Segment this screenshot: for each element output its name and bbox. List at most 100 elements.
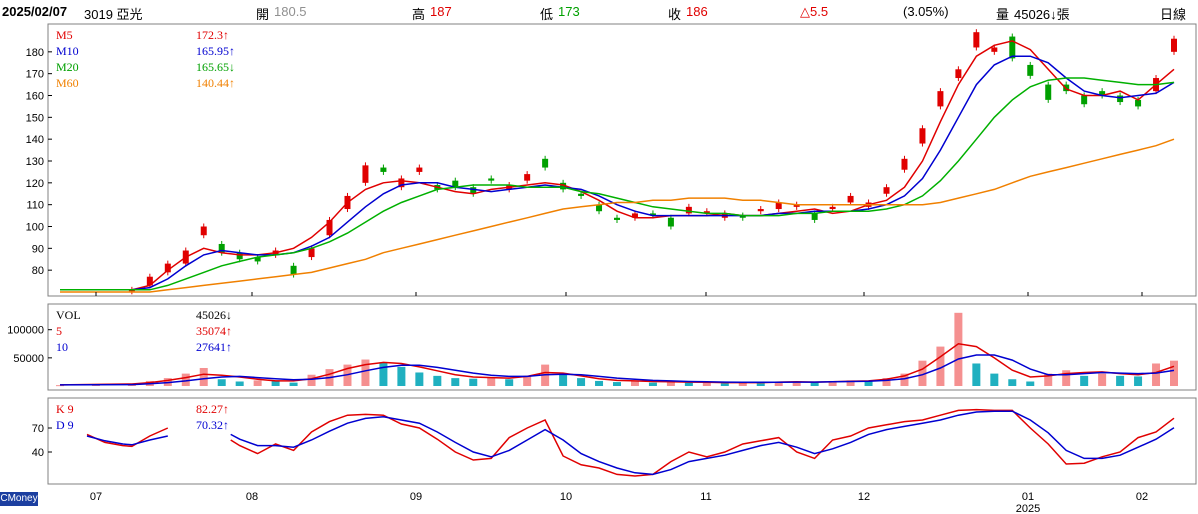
volume-legend-name: VOL xyxy=(56,308,81,322)
candle-body xyxy=(1117,95,1124,103)
volume-axis-tick-label: 50000 xyxy=(13,353,44,365)
candle-body xyxy=(955,69,962,79)
volume-bar xyxy=(972,363,981,386)
candle-body xyxy=(1171,38,1177,52)
stock-symbol: 3019 亞光 xyxy=(84,7,143,22)
volume-bar xyxy=(1152,363,1161,386)
open-label: 開 xyxy=(256,7,270,22)
volume-ma-line-10 xyxy=(59,354,1175,386)
volume-bar xyxy=(684,382,693,386)
price-legend-value: 172.3↑ xyxy=(196,28,229,42)
volume-bar xyxy=(523,375,532,386)
volume-bar xyxy=(756,383,765,386)
quote-date: 2025/02/07 xyxy=(2,4,68,19)
volume-bar xyxy=(936,346,945,386)
volume-bar xyxy=(810,382,819,386)
candle-body xyxy=(685,206,692,214)
candle-body xyxy=(596,204,603,212)
volume-bar xyxy=(289,382,298,386)
x-tick-label: 02 xyxy=(1136,491,1148,503)
candle-body xyxy=(793,204,800,207)
candle-body xyxy=(236,252,243,260)
volume-bar xyxy=(792,381,801,386)
price-panel: 80 90 100 110 120 130 140 150 160 170 180 M5 172.3↑ M… xyxy=(26,23,1197,297)
quote-header: 2025/02/07 3019 亞光 開 180.5 高 187 低 173 收… xyxy=(0,0,1198,22)
volume-bar xyxy=(720,383,729,386)
candle-body xyxy=(1099,91,1106,96)
candle-body xyxy=(1081,95,1088,105)
volume-legend-name: 5 xyxy=(56,324,62,338)
candle-body xyxy=(973,32,980,48)
volume-bar xyxy=(990,373,999,386)
price-axis-tick-label: 180 xyxy=(26,47,44,59)
price-axis-tick-label: 80 xyxy=(32,265,44,277)
volume-bar xyxy=(1062,370,1071,386)
high-label: 高 xyxy=(412,7,426,22)
candle-body xyxy=(416,167,423,172)
volume-bar xyxy=(1098,373,1107,386)
price-axis-tick-label: 110 xyxy=(26,200,44,212)
x-tick-label: 01 xyxy=(1022,491,1034,503)
candle-body xyxy=(883,187,890,194)
candle-body xyxy=(667,217,674,227)
price-axis-tick-label: 120 xyxy=(26,178,44,190)
change-value: △5.5 xyxy=(800,4,829,19)
candle-body xyxy=(128,289,135,292)
x-tick-label: 10 xyxy=(560,491,572,503)
volume-bar xyxy=(666,380,675,386)
close-value: 186 xyxy=(686,4,708,19)
volume-bar xyxy=(181,373,190,386)
candle-body xyxy=(578,193,585,196)
candle-body xyxy=(631,213,638,218)
price-legend-value: 165.95↑ xyxy=(196,44,235,58)
volume-bar xyxy=(577,378,586,386)
x-tick-label: 09 xyxy=(410,491,422,503)
candle-body xyxy=(470,187,477,194)
kd-line-d xyxy=(86,435,168,446)
volume-bar xyxy=(379,362,388,386)
volume-bar xyxy=(469,378,478,386)
candle-body xyxy=(560,182,567,190)
price-legend-name: M5 xyxy=(56,28,73,42)
price-axis-tick-label: 90 xyxy=(32,243,44,255)
x-tick-label: 08 xyxy=(246,491,258,503)
price-axis-tick-label: 130 xyxy=(26,156,44,168)
kd-legend-value: 82.27↑ xyxy=(196,402,229,416)
close-label: 收 xyxy=(668,7,682,22)
volume-legend-name: 10 xyxy=(56,340,68,354)
kd-panel: 40 70 K 9 82.27↑ D 9 70.32↑ xyxy=(32,397,1197,485)
candle-body xyxy=(811,213,818,220)
volume-bar xyxy=(738,382,747,386)
volume-ma-line-5 xyxy=(59,343,1175,386)
candle-body xyxy=(164,263,171,273)
volume-bar xyxy=(954,312,963,386)
volume-bar xyxy=(307,374,316,386)
volume-bar xyxy=(1134,376,1143,386)
volume-bar xyxy=(217,379,226,386)
candle-body xyxy=(290,265,297,275)
low-label: 低 xyxy=(540,7,554,22)
volume-bar xyxy=(882,378,891,386)
volume-bar xyxy=(1008,379,1017,386)
volume-bar xyxy=(559,373,568,386)
volume-bar xyxy=(648,382,657,386)
volume-bar xyxy=(702,382,711,386)
volume-bar xyxy=(900,373,909,386)
volume-bar xyxy=(415,372,424,386)
kd-legend-name: D 9 xyxy=(56,418,74,432)
volume-bar xyxy=(1116,375,1125,386)
x-axis: 07 08 09 10 11 12 01 02 2025 xyxy=(90,292,1148,514)
kd-line-d xyxy=(230,410,1175,476)
candle-body xyxy=(542,158,549,168)
high-value: 187 xyxy=(430,4,452,19)
open-value: 180.5 xyxy=(274,4,307,19)
volume-bar xyxy=(199,367,208,386)
candle-body xyxy=(362,165,369,183)
candle-body xyxy=(937,91,944,107)
candle-body xyxy=(200,226,207,236)
candle-body xyxy=(614,217,620,220)
price-legend-name: M10 xyxy=(56,44,79,58)
candle-body xyxy=(739,215,746,218)
volume-bar xyxy=(918,360,927,386)
